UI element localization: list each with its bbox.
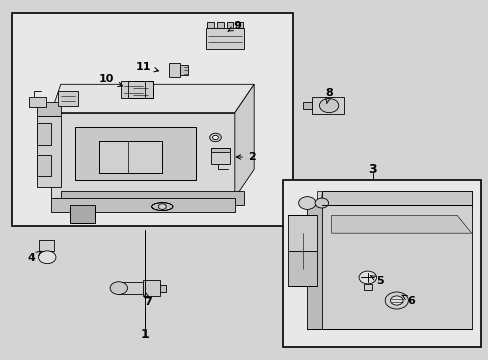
Polygon shape [142, 280, 160, 296]
Text: 2: 2 [236, 152, 255, 162]
Polygon shape [121, 81, 145, 99]
Polygon shape [210, 148, 229, 164]
Polygon shape [37, 116, 61, 187]
Polygon shape [180, 65, 187, 76]
Circle shape [212, 135, 218, 140]
Bar [283, 180, 480, 347]
Polygon shape [58, 91, 78, 105]
Polygon shape [160, 284, 165, 292]
Text: 8: 8 [325, 88, 332, 104]
Polygon shape [321, 191, 471, 205]
Polygon shape [39, 240, 53, 251]
Circle shape [110, 282, 127, 294]
Polygon shape [99, 141, 162, 173]
Circle shape [358, 271, 376, 284]
Polygon shape [236, 22, 243, 28]
Polygon shape [70, 205, 95, 222]
Polygon shape [226, 22, 233, 28]
Circle shape [385, 292, 407, 309]
Polygon shape [207, 22, 214, 28]
Circle shape [209, 133, 221, 142]
Text: 6: 6 [401, 295, 414, 306]
Polygon shape [307, 205, 321, 329]
Polygon shape [37, 155, 51, 176]
Polygon shape [75, 127, 196, 180]
Polygon shape [29, 97, 46, 107]
Polygon shape [128, 81, 152, 99]
Polygon shape [61, 191, 244, 205]
Text: 1: 1 [141, 328, 149, 341]
Circle shape [314, 198, 328, 208]
Circle shape [39, 251, 56, 264]
Polygon shape [210, 148, 229, 152]
Text: 4: 4 [28, 251, 41, 263]
Polygon shape [311, 97, 343, 114]
Circle shape [319, 99, 338, 113]
Polygon shape [363, 284, 371, 290]
Text: 11: 11 [135, 62, 158, 72]
Polygon shape [205, 28, 244, 49]
Polygon shape [37, 123, 51, 145]
Polygon shape [234, 84, 254, 198]
Text: 10: 10 [99, 74, 122, 86]
Polygon shape [307, 191, 471, 329]
Text: 9: 9 [227, 21, 241, 31]
Text: 7: 7 [143, 292, 151, 307]
Polygon shape [168, 63, 180, 77]
Polygon shape [51, 113, 234, 198]
Polygon shape [119, 282, 142, 294]
Circle shape [158, 204, 166, 210]
Polygon shape [316, 191, 471, 208]
Text: 5: 5 [370, 276, 383, 286]
Polygon shape [287, 215, 316, 251]
Polygon shape [51, 198, 234, 212]
Circle shape [298, 197, 315, 210]
Bar [12, 13, 292, 226]
Polygon shape [217, 22, 223, 28]
Polygon shape [287, 251, 316, 286]
Polygon shape [303, 102, 311, 109]
Polygon shape [331, 215, 471, 233]
Circle shape [390, 296, 402, 305]
Polygon shape [37, 102, 61, 116]
Polygon shape [51, 84, 254, 113]
Text: 3: 3 [367, 163, 376, 176]
